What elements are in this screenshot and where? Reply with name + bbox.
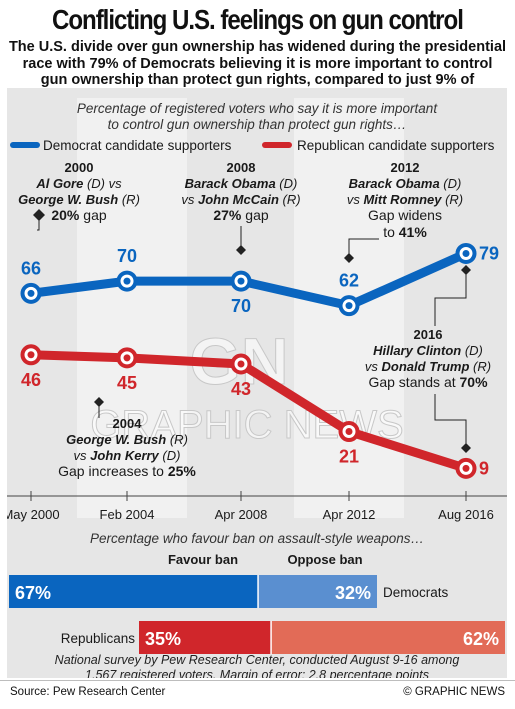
band-2004 xyxy=(77,98,187,518)
credit-note: © GRAPHIC NEWS xyxy=(403,686,505,698)
annotation-2016-marker-top xyxy=(461,265,471,275)
legend-label-republican: Republican candidate supporters xyxy=(297,138,495,153)
point-core-democrat-3 xyxy=(345,302,353,310)
x-tick-label-3: Apr 2012 xyxy=(323,507,376,522)
annotation-2000-line2: George W. Bush (R) xyxy=(18,192,140,207)
point-core-republican-1 xyxy=(123,354,131,362)
line-chart-caption-1: Percentage of registered voters who say … xyxy=(77,101,438,116)
annotation-2016-leader-top xyxy=(434,270,467,326)
point-core-democrat-0 xyxy=(27,289,35,297)
annotation-2008-marker xyxy=(236,245,246,255)
x-tick-label-0: May 2000 xyxy=(7,507,60,522)
point-core-republican-2 xyxy=(237,360,245,368)
point-core-republican-4 xyxy=(462,464,470,472)
source-note: Source: Pew Research Center xyxy=(10,686,166,698)
annotation-2000-marker xyxy=(33,209,45,221)
x-tick-label-4: Aug 2016 xyxy=(438,507,494,522)
bar-favour-democrats xyxy=(9,575,259,608)
chart-title: Conflicting U.S. feelings on gun control xyxy=(51,4,464,35)
bar-value-favour-republicans: 35% xyxy=(145,629,181,649)
value-label-democrat-4: 79 xyxy=(479,243,499,263)
survey-note-2: 1,567 registered voters. Margin of error… xyxy=(85,668,429,678)
value-label-republican-0: 46 xyxy=(21,370,41,390)
bar-category-democrats: Democrats xyxy=(383,585,449,600)
point-core-democrat-1 xyxy=(123,277,131,285)
annotation-2008-line2: vs John McCain (R) xyxy=(181,192,300,207)
bar-favour-republicans xyxy=(139,621,272,654)
bar-legend-favour: Favour ban xyxy=(168,552,238,567)
value-label-democrat-3: 62 xyxy=(339,271,359,291)
point-core-republican-0 xyxy=(27,351,35,359)
annotation-2004-line2: vs John Kerry (D) xyxy=(74,448,181,463)
value-label-republican-1: 45 xyxy=(117,373,137,393)
annotation-2016-line3: Gap stands at 70% xyxy=(368,374,488,390)
annotation-2016-year: 2016 xyxy=(414,327,443,342)
annotation-2012-marker xyxy=(344,253,354,263)
value-label-republican-2: 43 xyxy=(231,379,251,399)
point-core-democrat-2 xyxy=(237,277,245,285)
annotation-2016-marker-bottom xyxy=(461,443,471,453)
x-tick-label-1: Feb 2004 xyxy=(100,507,155,522)
annotation-2012-line1: Barack Obama (D) xyxy=(349,176,462,191)
value-label-democrat-1: 70 xyxy=(117,246,137,266)
legend-label-democrat: Democrat candidate supporters xyxy=(43,138,232,153)
footer xyxy=(0,680,515,709)
value-label-democrat-2: 70 xyxy=(231,296,251,316)
annotation-2000-line3: 20% gap xyxy=(51,207,106,223)
annotation-2016-leader-bottom xyxy=(434,394,467,448)
annotation-2008-year: 2008 xyxy=(227,160,256,175)
annotation-2012-line2: vs Mitt Romney (R) xyxy=(347,192,463,207)
annotation-2008-line3: 27% gap xyxy=(213,207,268,223)
annotation-2000-line1: Al Gore (D) vs xyxy=(35,176,122,191)
bar-chart-caption: Percentage who favour ban on assault-sty… xyxy=(90,531,424,546)
annotation-2004-line1: George W. Bush (R) xyxy=(66,432,188,447)
bar-value-favour-democrats: 67% xyxy=(15,583,51,603)
bar-legend-oppose: Oppose ban xyxy=(287,552,362,567)
point-core-republican-3 xyxy=(345,428,353,436)
value-label-republican-4: 9 xyxy=(479,458,489,478)
x-tick-label-2: Apr 2008 xyxy=(215,507,268,522)
annotation-2004-line3: Gap increases to 25% xyxy=(58,463,196,479)
annotation-2004-marker xyxy=(94,397,104,407)
annotation-2008-line1: Barack Obama (D) xyxy=(185,176,298,191)
line-chart-caption-2: to control gun ownership than protect gu… xyxy=(108,117,407,132)
bar-oppose-democrats xyxy=(258,575,377,608)
annotation-2016-line1: Hillary Clinton (D) xyxy=(373,343,483,358)
bar-value-oppose-republicans: 62% xyxy=(463,629,499,649)
annotation-2000-year: 2000 xyxy=(65,160,94,175)
annotation-2016-line2: vs Donald Trump (R) xyxy=(365,359,491,374)
bar-category-republicans: Republicans xyxy=(61,631,136,646)
chart-svg: Percentage of registered voters who say … xyxy=(7,98,507,678)
annotation-2012-line3: Gap widens xyxy=(368,207,442,223)
value-label-democrat-0: 66 xyxy=(21,258,41,278)
bar-oppose-republicans xyxy=(271,621,505,654)
bar-value-oppose-democrats: 32% xyxy=(335,583,371,603)
chart-panel: Percentage of registered voters who say … xyxy=(7,88,507,678)
survey-note-1: National survey by Pew Research Center, … xyxy=(55,653,460,667)
annotation-2012-year: 2012 xyxy=(391,160,420,175)
point-core-democrat-4 xyxy=(462,249,470,257)
value-label-republican-3: 21 xyxy=(339,447,359,467)
annotation-2012-leader xyxy=(348,238,379,258)
annotation-2004-year: 2004 xyxy=(113,416,143,431)
annotation-2012-line4: to 41% xyxy=(383,224,427,240)
